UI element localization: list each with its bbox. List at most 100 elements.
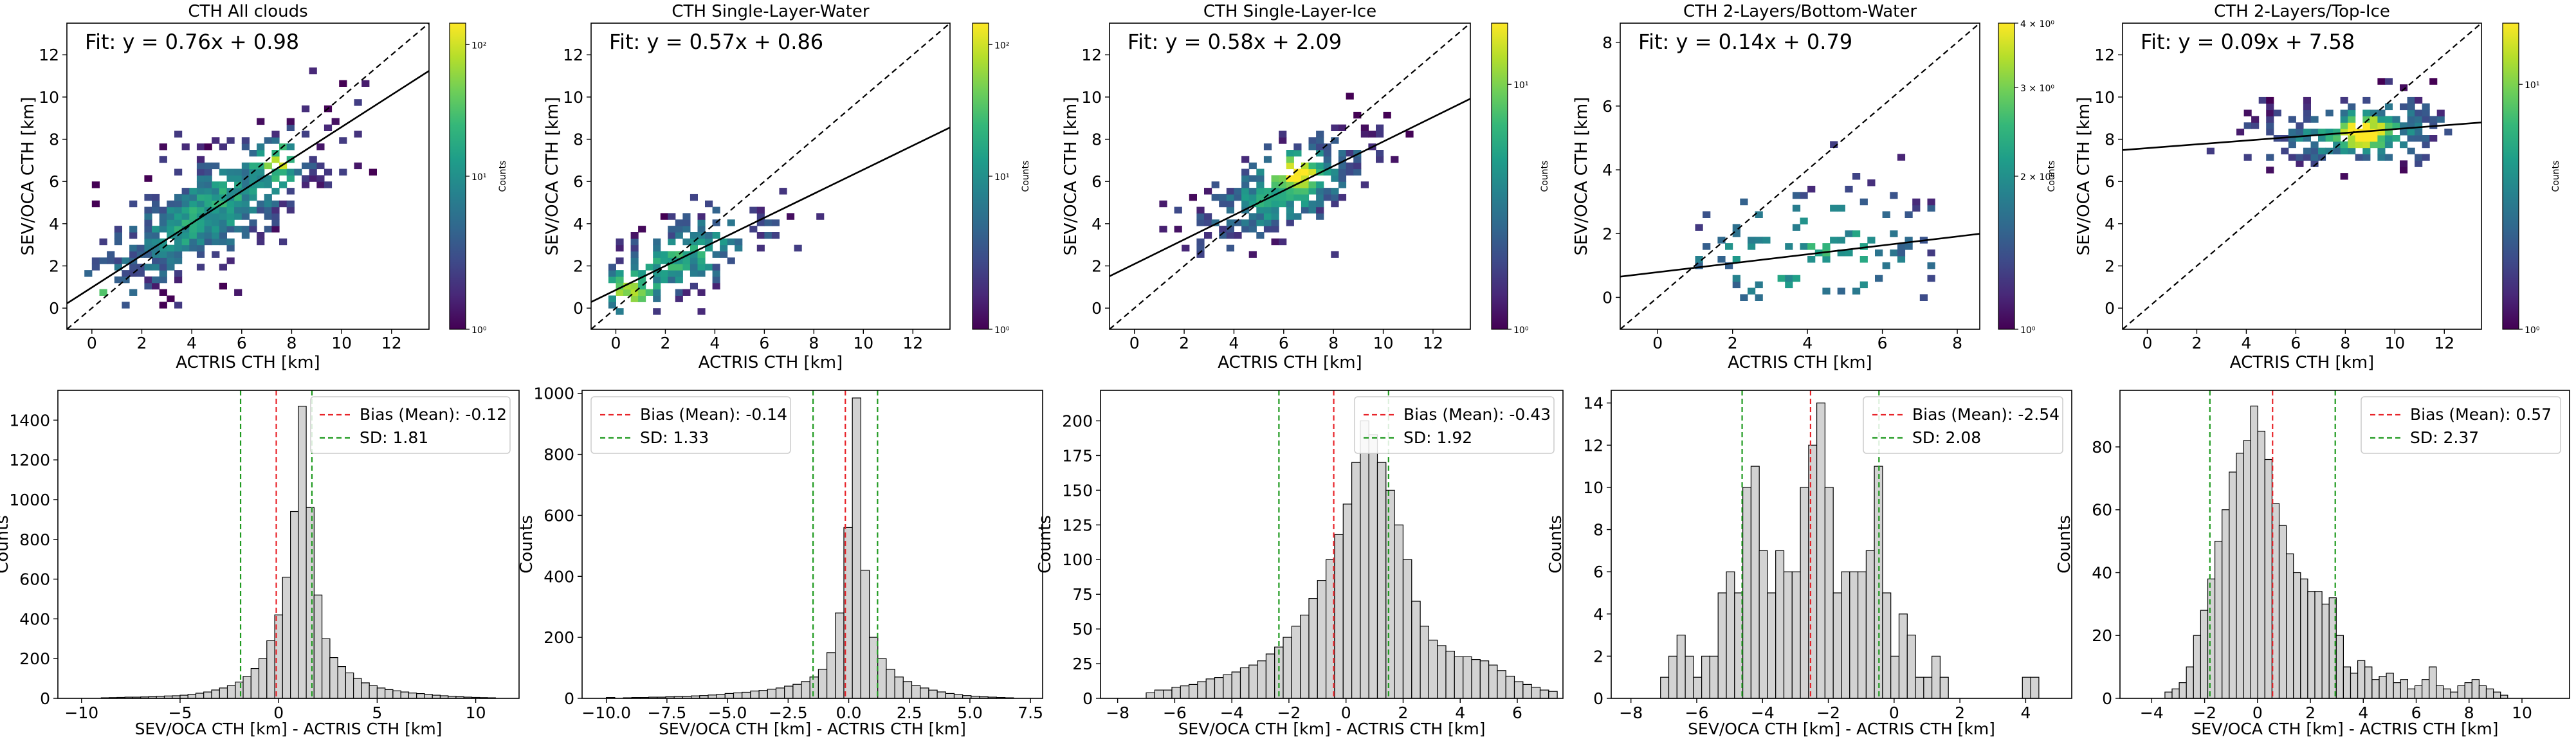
x-tick-label: −2 [1816, 703, 1840, 722]
heatmap-cell [279, 162, 288, 170]
heatmap-cell [241, 137, 250, 144]
heatmap-cell [2362, 116, 2371, 123]
heatmap-cells [1159, 93, 1414, 258]
heatmap-cell [257, 206, 265, 213]
x-tick-label: −8 [1106, 703, 1129, 722]
heatmap-cell [189, 244, 197, 252]
heatmap-cell [2243, 109, 2252, 116]
histogram-bar [1841, 571, 1850, 699]
heatmap-cell [1748, 287, 1756, 295]
heatmap-cell [1226, 194, 1234, 201]
y-tick-label: 0 [1593, 689, 1603, 708]
heatmap-cell [302, 105, 310, 113]
colorbar-tick-label: 10¹ [471, 172, 486, 183]
heatmap-cell [2415, 96, 2423, 104]
x-tick-label: 12 [2434, 334, 2454, 352]
heatmap-cell [226, 200, 235, 208]
heatmap-cell [1241, 168, 1250, 176]
heatmap-cell [316, 162, 325, 170]
heatmap-cell [1308, 200, 1317, 208]
heatmap-cell [2266, 96, 2274, 104]
heatmap-cell [1353, 162, 1362, 170]
histogram-bar [1816, 403, 1826, 699]
heatmap-cell [2400, 160, 2408, 167]
heatmap-cell [1308, 206, 1317, 213]
heatmap-cell [84, 270, 93, 277]
heatmap-cell [249, 175, 257, 182]
heatmap-cell [219, 143, 227, 150]
heatmap-cell [167, 226, 175, 233]
x-tick-label: 8 [2340, 334, 2350, 352]
x-tick-label: −2.5 [769, 703, 808, 722]
heatmap-cell [668, 264, 676, 271]
heatmap-cell [2400, 129, 2408, 136]
y-tick-label: 6 [49, 172, 59, 191]
x-tick-label: 8 [808, 334, 819, 352]
heatmap-cell [174, 131, 183, 138]
heatmap-cell [2362, 147, 2371, 155]
histogram-panel-4: −8 −6 −4 −2 0 2 4 0 2 4 6 8 10 12 14 SEV/OCA CTH [km] -… [1546, 390, 2072, 738]
heatmap-cell [697, 264, 706, 271]
x-tick-label: 12 [1423, 334, 1443, 352]
heatmap-cell [616, 308, 624, 315]
heatmap-cell [1271, 175, 1279, 182]
heatmap-cell [1248, 226, 1257, 233]
histogram-bar [219, 687, 228, 699]
heatmap-cell [302, 175, 310, 182]
histogram-bar [911, 685, 921, 699]
fit-equation: Fit: y = 0.14x + 0.79 [1638, 30, 1852, 54]
heatmap-cell [1316, 150, 1324, 157]
heatmap-cell [645, 264, 653, 271]
x-tick-label: 8 [2464, 703, 2474, 722]
histogram-bar [1411, 601, 1421, 699]
y-tick-label: 4 [1092, 215, 1102, 233]
heatmap-cell [271, 226, 280, 233]
heatmap-cell [616, 238, 624, 246]
heatmap-cell [189, 206, 197, 213]
heatmap-cell [264, 137, 272, 144]
y-tick-label: 0 [1092, 299, 1102, 318]
x-tick-label: 12 [902, 334, 923, 352]
y-tick-label: 8 [1593, 521, 1603, 540]
heatmap-cell [2377, 147, 2386, 155]
heatmap-cell [2303, 109, 2311, 116]
heatmap-cell [189, 226, 197, 233]
heatmap-cell [234, 194, 242, 201]
heatmap-cell [309, 168, 317, 176]
y-axis-label: SEV/OCA CTH [km] [2074, 97, 2094, 256]
heatmap-cell [645, 289, 653, 296]
heatmap-cell [1800, 243, 1808, 250]
heatmap-cell [1755, 294, 1763, 301]
heatmap-cell [1331, 188, 1339, 195]
scatter-panel-2: 0 2 4 6 8 10 12 0 2 4 6 8 10 12 CTH Single-Layer-Water… [543, 2, 1031, 372]
heatmap-cell [1241, 226, 1250, 233]
heatmap-cell [2296, 129, 2304, 136]
heatmap-cell [174, 213, 183, 220]
heatmap-cell [204, 188, 212, 195]
heatmap-cell [675, 270, 683, 277]
heatmap-cell [1837, 250, 1845, 257]
heatmap-cell [1234, 188, 1242, 195]
y-tick-label: 8 [1602, 33, 1612, 52]
fit-equation: Fit: y = 0.58x + 2.09 [1128, 30, 1342, 54]
heatmap-cell [668, 276, 676, 284]
heatmap-cell [2400, 141, 2408, 149]
heatmap-cell [354, 162, 362, 170]
histogram-bar [826, 652, 836, 699]
histogram-bar [936, 691, 946, 699]
heatmap-cell [1748, 237, 1756, 244]
heatmap-cell [181, 238, 190, 246]
heatmap-cell [279, 200, 288, 208]
y-tick-label: 400 [19, 610, 50, 628]
heatmap-cell [653, 257, 661, 264]
heatmap-cell [1331, 175, 1339, 182]
histogram-bar [2350, 673, 2359, 699]
heatmap-cell [234, 206, 242, 213]
heatmap-cell [1890, 250, 1898, 257]
legend-bias-label: Bias (Mean): -0.43 [1403, 405, 1551, 424]
heatmap-cell [1927, 275, 1935, 282]
heatmap-cell [697, 238, 706, 246]
heatmap-cell [1338, 156, 1347, 163]
x-tick-label: 8 [1328, 334, 1338, 352]
heatmap-cell [1353, 150, 1362, 157]
